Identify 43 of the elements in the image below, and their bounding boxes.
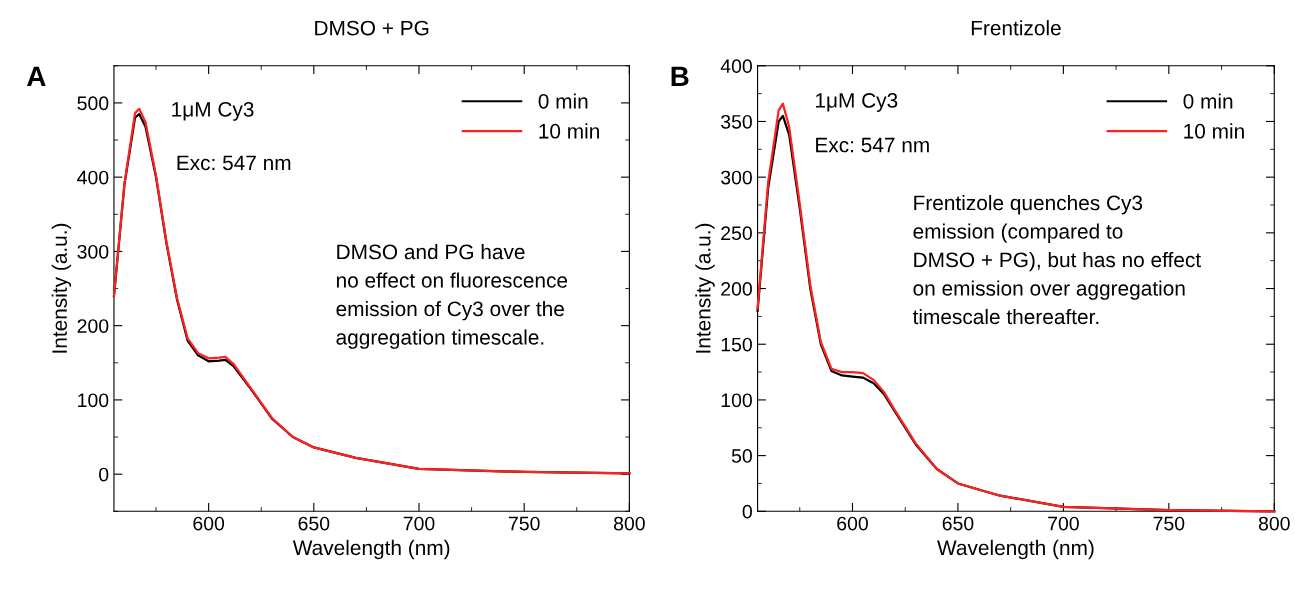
x-tick-label: 650 [298,516,330,531]
x-tick-label: 800 [614,516,645,531]
text: A [27,66,46,86]
y-tick-label: 350 [721,114,752,129]
x-tick-label: 750 [1153,516,1185,531]
x-axis-title: Wavelength (nm) [292,539,450,560]
y-tick-label: 150 [721,337,752,352]
chart-title: DMSO + PG [315,20,429,36]
legend-label: 10 min [1184,123,1244,139]
annotation: 1μM Cy3 [172,101,254,121]
x-tick-label: 700 [403,516,435,531]
legend-label: 0 min [1183,93,1233,109]
y-tick-label: 0 [742,504,752,519]
y-tick-label: 250 [721,226,752,241]
legend-label: 0 min [538,93,588,109]
x-tick-label: 650 [942,516,974,531]
y-tick-label: 100 [721,393,752,408]
annotation: 1μM Cy3 [816,93,898,112]
y-tick-label: 200 [721,282,752,296]
y-tick-label: 300 [77,244,109,259]
chart-title: Frentizole [971,20,1061,36]
x-tick-label: 600 [193,516,225,531]
y-tick-label: 300 [721,170,752,185]
y-tick-label: 400 [720,59,752,74]
annotation: Frentizole quenches Cy3 emission (compared to DMSO + PG), but has no effect on emission over aggregation timescale thereafter. [912,194,1201,325]
annotation: Exc: 547 nm [177,155,291,171]
x-axis-title: Wavelength (nm) [937,539,1094,560]
annotation: Exc: 547 nm [816,137,929,153]
legend-label: 10 min [539,123,599,139]
annotation: DMSO and PG have no effect on fluorescence emission of Cy3 over the aggregation timescale. [336,243,568,349]
y-tick-label: 500 [77,96,109,111]
y-tick-label: 50 [731,449,752,463]
x-tick-label: 600 [837,516,868,531]
y-axis-title: Intensity (a.u.) [51,223,72,353]
x-tick-label: 800 [1258,516,1290,531]
x-tick-label: 700 [1048,516,1079,531]
y-tick-label: 100 [78,393,109,408]
x-tick-label: 750 [508,516,540,531]
y-tick-label: 0 [99,467,109,482]
y-tick-label: 400 [77,170,109,185]
y-axis-title: Intensity (a.u.) [695,223,715,353]
text: B [671,66,689,86]
y-tick-label: 200 [77,319,109,333]
